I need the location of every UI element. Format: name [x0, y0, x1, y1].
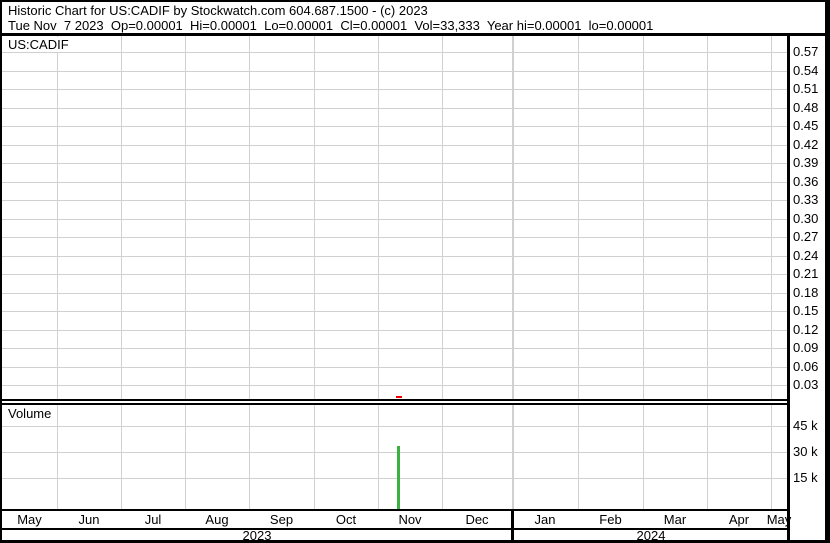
price-axis-tick: 0.39 — [793, 155, 819, 170]
month-label: Apr — [728, 512, 750, 527]
gridline-h — [2, 385, 787, 386]
price-axis-tick: 0.33 — [793, 192, 819, 207]
year-label-2023: 2023 — [242, 528, 272, 543]
month-label: Oct — [335, 512, 357, 527]
gridline-h — [2, 144, 787, 146]
gridline-v — [121, 36, 122, 399]
month-label: May — [766, 512, 792, 527]
price-axis-tick: 0.57 — [793, 44, 819, 59]
gridline-v — [643, 36, 644, 399]
gridline-v — [378, 405, 379, 509]
month-label: Nov — [398, 512, 422, 527]
gridline-h — [2, 89, 787, 90]
price-axis-tick: 0.30 — [793, 210, 819, 226]
price-axis-tick: 0.03 — [793, 377, 819, 392]
gridline-h — [2, 329, 787, 331]
month-label: Feb — [599, 512, 622, 527]
volume-panel-label: Volume — [8, 406, 55, 421]
gridline-h — [2, 255, 787, 257]
gridline-v — [57, 36, 58, 399]
gridline-h — [2, 366, 787, 368]
price-axis-tick: 0.42 — [793, 136, 819, 152]
price-axis-tick: 0.15 — [793, 303, 819, 318]
year-boundary-line — [511, 511, 514, 540]
month-year-divider — [2, 528, 787, 530]
gridline-v — [249, 405, 250, 509]
gridline-h — [2, 70, 787, 72]
gridline-v — [378, 36, 379, 399]
gridline-h — [2, 218, 787, 220]
price-axis-tick: 0.18 — [793, 284, 819, 300]
price-volume-separator — [2, 399, 787, 405]
gridline-v — [578, 405, 579, 509]
gridline-h — [2, 52, 787, 53]
gridline-v — [442, 36, 443, 399]
price-axis-tick: 0.21 — [793, 266, 819, 281]
volume-bar — [397, 446, 400, 509]
gridline-h — [2, 181, 787, 183]
gridline-v — [185, 36, 186, 399]
month-label: Aug — [205, 512, 229, 527]
price-axis-tick: 0.45 — [793, 118, 819, 133]
gridline-v — [442, 405, 443, 509]
volume-axis-tick: 30 k — [793, 444, 818, 459]
year-label-2024: 2024 — [636, 528, 666, 543]
gridline-h — [2, 311, 787, 312]
gridline-v — [643, 405, 644, 509]
month-label: Jul — [144, 512, 162, 527]
price-axis-tick: 0.36 — [793, 173, 819, 189]
gridline-h — [2, 348, 787, 349]
volume-axis-tick: 15 k — [793, 470, 818, 485]
gridline-v — [185, 405, 186, 509]
x-axis-line — [2, 509, 787, 511]
gridline-h — [2, 237, 787, 238]
chart-title: Historic Chart for US:CADIF by Stockwatc… — [8, 3, 428, 18]
header-divider — [2, 33, 825, 36]
month-label: Jun — [78, 512, 100, 527]
price-panel: US:CADIF — [2, 36, 787, 399]
gridline-v — [249, 36, 250, 399]
volume-axis-tick: 45 k — [793, 418, 818, 433]
gridline-h — [2, 274, 787, 275]
month-label: Jan — [534, 512, 556, 527]
gridline-h — [2, 292, 787, 294]
gridline-v — [314, 405, 315, 509]
gridline-h — [2, 107, 787, 109]
gridline-h — [2, 478, 787, 479]
gridline-v — [512, 36, 514, 399]
plot-right-border — [787, 36, 790, 540]
price-tick-marker — [396, 396, 402, 398]
gridline-v — [578, 36, 579, 399]
gridline-v — [771, 36, 772, 399]
price-axis-tick: 0.27 — [793, 229, 819, 244]
month-label: Sep — [269, 512, 294, 527]
gridline-v — [771, 405, 772, 509]
gridline-h — [2, 426, 787, 427]
price-axis-tick: 0.12 — [793, 321, 819, 337]
gridline-v — [57, 405, 58, 509]
month-label: Mar — [663, 512, 687, 527]
volume-panel: Volume — [2, 405, 787, 509]
quote-summary-line: Tue Nov 7 2023 Op=0.00001 Hi=0.00001 Lo=… — [8, 18, 654, 33]
gridline-v — [707, 405, 708, 509]
price-axis-tick: 0.54 — [793, 62, 819, 78]
price-axis-tick: 0.06 — [793, 358, 819, 374]
gridline-v — [121, 405, 122, 509]
month-label: May — [17, 512, 42, 527]
gridline-h — [2, 126, 787, 127]
symbol-label: US:CADIF — [8, 37, 72, 52]
gridline-v — [512, 405, 514, 509]
price-axis-tick: 0.24 — [793, 247, 819, 263]
price-axis-tick: 0.09 — [793, 340, 819, 355]
price-axis-tick: 0.51 — [793, 81, 819, 96]
gridline-h — [2, 452, 787, 453]
gridline-h — [2, 200, 787, 201]
gridline-h — [2, 163, 787, 164]
price-axis-tick: 0.48 — [793, 99, 819, 115]
gridline-v — [707, 36, 708, 399]
gridline-v — [314, 36, 315, 399]
month-label: Dec — [465, 512, 489, 527]
